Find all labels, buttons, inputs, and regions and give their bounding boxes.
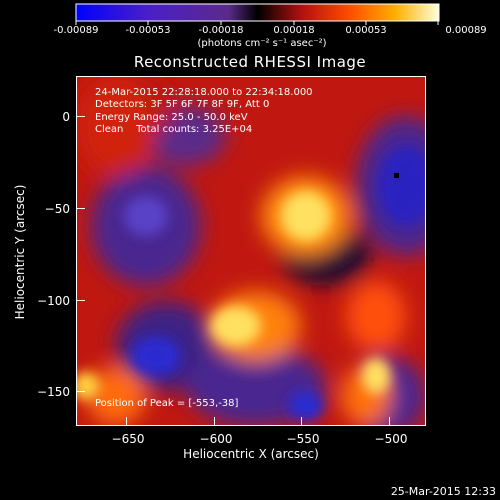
x-tickmark: [126, 417, 127, 425]
y-axis-label: Heliocentric Y (arcsec): [13, 184, 27, 320]
y-tick-label: −100: [37, 294, 70, 308]
x-tickmark: [301, 417, 302, 425]
y-tickmark: [77, 391, 85, 392]
info-energy-range: Energy Range: 25.0 - 50.0 keV: [95, 112, 248, 123]
colorbar-tick-label: -0.00089: [53, 25, 99, 36]
y-tickmark: [77, 116, 85, 117]
colorbar-tick-label: -0.00053: [125, 25, 171, 36]
x-tick-label: −600: [199, 432, 233, 446]
y-tick-label: −50: [44, 202, 70, 216]
y-tick-label: −150: [37, 385, 70, 399]
info-detectors: Detectors: 3F 5F 6F 7F 8F 9F, Att 0: [95, 99, 270, 110]
x-tick-label: −550: [286, 432, 320, 446]
y-tick-label: 0: [62, 110, 70, 124]
x-axis-label: Heliocentric X (arcsec): [183, 447, 319, 461]
rhessi-image-render: [76, 76, 426, 426]
info-clean-counts: Clean Total counts: 3.25E+04: [95, 124, 253, 135]
y-tickmark: [77, 208, 85, 209]
colorbar-tick-label: 0.00053: [345, 25, 387, 36]
colorbar-units: (photons cm⁻² s⁻¹ asec⁻²): [197, 38, 327, 49]
colorbar-tick-label: 0.00018: [273, 25, 315, 36]
y-tickmark: [77, 300, 85, 301]
colorbar-tick-label: -0.00018: [198, 25, 244, 36]
colorbar: [75, 3, 440, 25]
rhessi-image: [76, 76, 426, 426]
info-time-range: 24-Mar-2015 22:28:18.000 to 22:34:18.000: [95, 87, 313, 98]
x-tickmark: [214, 417, 215, 425]
x-tickmark: [389, 417, 390, 425]
image-title: Reconstructed RHESSI Image: [133, 53, 367, 71]
x-tick-label: −500: [374, 432, 408, 446]
x-tick-label: −650: [111, 432, 145, 446]
colorbar-tick-label: 0.00089: [445, 25, 487, 36]
peak-position: Position of Peak = [-553,-38]: [95, 398, 239, 409]
timestamp: 25-Mar-2015 12:33: [390, 485, 496, 498]
